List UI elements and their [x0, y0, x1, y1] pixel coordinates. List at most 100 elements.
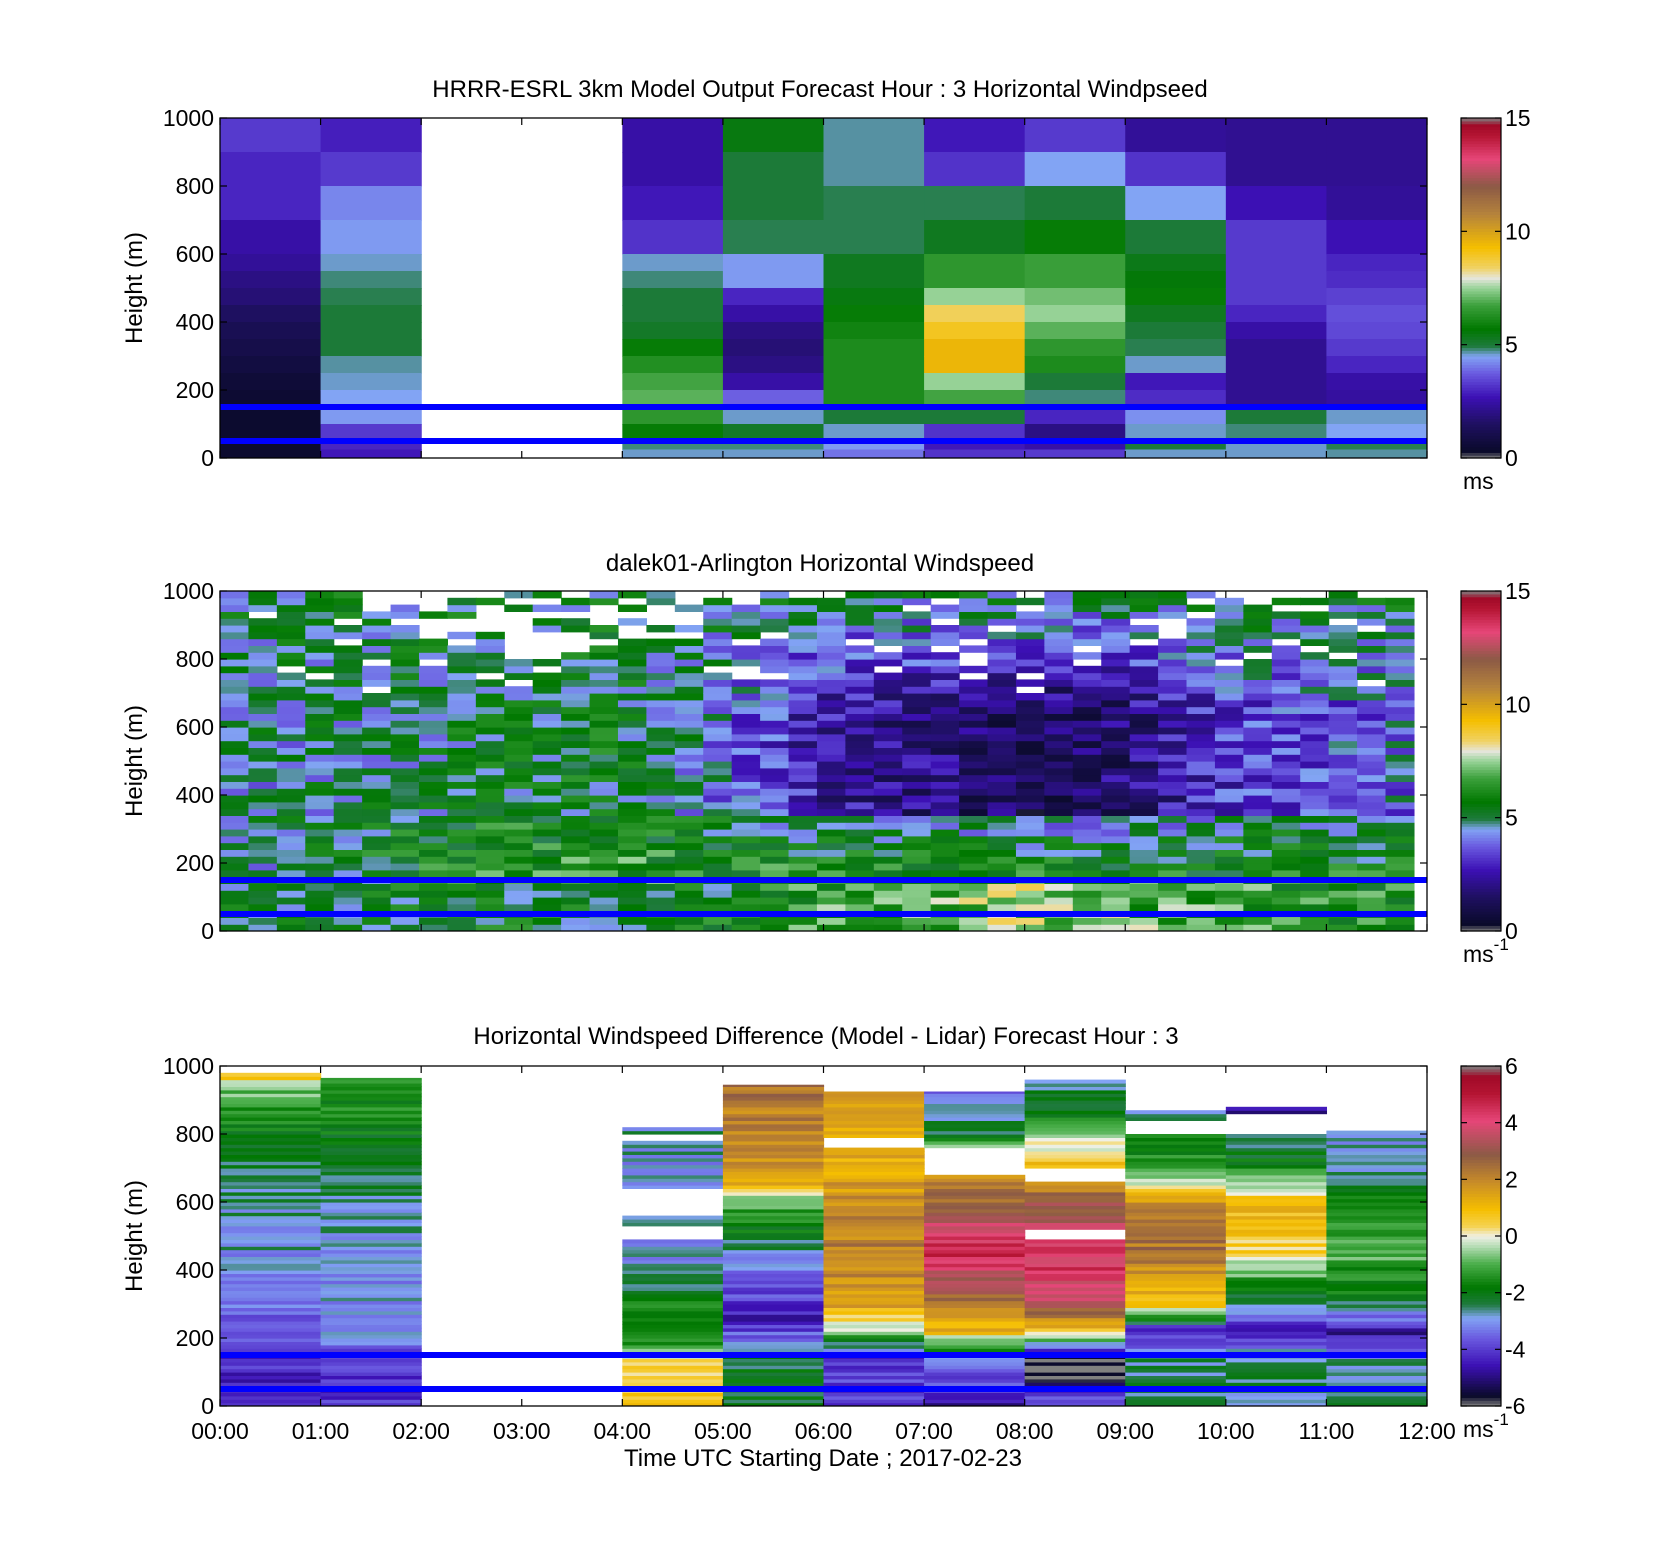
colorbar-swatch — [1461, 361, 1501, 366]
heatmap-cell — [1225, 1334, 1328, 1339]
heatmap-cell — [788, 849, 818, 857]
heatmap-cell — [622, 1334, 724, 1339]
heatmap-cell — [362, 727, 392, 735]
heatmap-cell — [1225, 1392, 1328, 1397]
heatmap-cell — [845, 761, 875, 769]
heatmap-cell — [1125, 1256, 1227, 1261]
heatmap-cell — [1328, 631, 1358, 640]
colorbar-swatch — [1461, 1179, 1501, 1183]
heatmap-cell — [1225, 1110, 1328, 1115]
heatmap-cell — [816, 672, 846, 680]
colorbar-swatch — [1461, 1227, 1501, 1231]
heatmap-cell — [305, 869, 335, 878]
heatmap-cell — [924, 1215, 1026, 1220]
heatmap-cell — [305, 638, 335, 646]
heatmap-cell — [731, 699, 761, 708]
heatmap-cell — [1326, 1368, 1427, 1373]
heatmap-cell — [1129, 849, 1159, 857]
heatmap-cell — [220, 1300, 322, 1305]
colorbar-swatch — [1461, 225, 1501, 230]
heatmap-cell — [823, 1375, 925, 1380]
heatmap-cell — [320, 356, 422, 374]
heatmap-cell — [902, 659, 932, 667]
colorbar-swatch — [1461, 319, 1501, 323]
heatmap-cell — [646, 652, 676, 660]
colorbar-swatch — [1461, 605, 1501, 609]
heatmap-cell — [362, 863, 392, 871]
heatmap-cell — [930, 693, 960, 701]
heatmap-cell — [823, 1195, 925, 1200]
heatmap-cell — [1225, 1365, 1328, 1370]
heatmap-cell — [731, 754, 761, 762]
heatmap-cell — [722, 1253, 825, 1257]
colorbar-swatch — [1461, 667, 1501, 671]
heatmap-cell — [1243, 788, 1273, 796]
colorbar-swatch — [1461, 197, 1501, 201]
heatmap-cell — [1328, 686, 1358, 694]
heatmap-cell — [987, 842, 1017, 850]
heatmap-cell — [504, 665, 534, 674]
heatmap-cell — [1186, 720, 1216, 728]
heatmap-cell — [722, 1154, 825, 1159]
heatmap-cell — [276, 835, 306, 844]
colorbar-swatch — [1461, 395, 1501, 400]
heatmap-cell — [532, 829, 562, 837]
heatmap-cell — [1214, 631, 1244, 640]
heatmap-cell — [1243, 767, 1273, 776]
heatmap-cell — [561, 781, 591, 789]
heatmap-cell — [959, 788, 989, 796]
heatmap-cell — [1225, 1283, 1328, 1288]
heatmap-cell — [1158, 693, 1188, 701]
heatmap-cell — [475, 801, 505, 810]
heatmap-cell — [731, 693, 761, 701]
heatmap-cell — [1326, 1229, 1427, 1234]
heatmap-cell — [823, 1113, 925, 1118]
heatmap-cell — [1015, 618, 1045, 626]
heatmap-cell — [816, 822, 846, 830]
heatmap-cell — [1225, 1331, 1328, 1336]
heatmap-cell — [561, 835, 591, 844]
x-tick-label: 05:00 — [694, 1418, 752, 1444]
heatmap-cell — [1326, 356, 1427, 374]
colorbar-swatch — [1461, 812, 1501, 816]
heatmap-cell — [873, 856, 903, 864]
heatmap-cell — [722, 1273, 825, 1278]
heatmap-cell — [1214, 897, 1244, 905]
heatmap-cell — [1326, 1341, 1427, 1346]
heatmap-cell — [788, 659, 818, 667]
heatmap-cell — [722, 1130, 825, 1135]
heatmap-cell — [617, 897, 648, 905]
colorbar-swatch — [1461, 407, 1501, 411]
heatmap-cell — [674, 869, 704, 878]
colorbar-swatch — [1461, 177, 1501, 181]
heatmap-cell — [1044, 815, 1074, 823]
heatmap-cell — [823, 1395, 925, 1400]
colorbar-swatch — [1461, 599, 1501, 603]
heatmap-cell — [1072, 774, 1102, 782]
colorbar-swatch — [1461, 1357, 1501, 1362]
heatmap-cell — [823, 254, 925, 272]
heatmap-cell — [902, 733, 932, 742]
heatmap-cell — [1044, 733, 1074, 742]
heatmap-cell — [823, 1181, 925, 1186]
colorbar-unit: ms-1 — [1463, 1410, 1509, 1442]
heatmap-cell — [220, 1334, 322, 1339]
heatmap-cell — [320, 449, 422, 458]
colorbar-swatch — [1461, 888, 1501, 892]
heatmap-cell — [532, 869, 562, 878]
heatmap-cell — [333, 611, 363, 619]
heatmap-cell — [760, 856, 790, 864]
heatmap-cell — [1326, 1402, 1427, 1406]
heatmap-cell — [1024, 339, 1126, 357]
heatmap-cell — [561, 856, 591, 864]
heatmap-cell — [1101, 747, 1131, 755]
heatmap-cell — [1125, 1283, 1227, 1288]
heatmap-cell — [1125, 1215, 1227, 1220]
heatmap-cell — [333, 903, 363, 912]
heatmap-cell — [320, 1191, 422, 1196]
heatmap-cell — [276, 659, 306, 667]
heatmap-cell — [220, 288, 322, 306]
heatmap-cell — [447, 747, 477, 755]
heatmap-cell — [1326, 1307, 1427, 1312]
heatmap-cell — [1186, 869, 1216, 878]
